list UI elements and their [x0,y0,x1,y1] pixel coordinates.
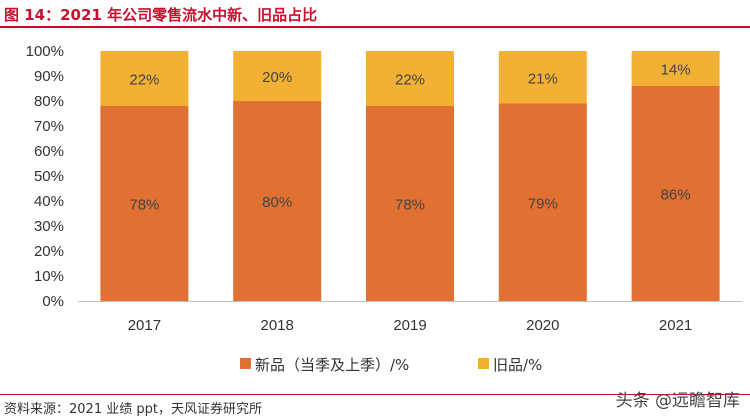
footer-divider [0,394,750,395]
bar-label-old: 21% [528,70,558,87]
y-tick-label: 90% [34,68,64,85]
y-tick-label: 50% [34,168,64,185]
y-tick-label: 60% [34,143,64,160]
y-tick-label: 70% [34,118,64,135]
bar-old [498,51,587,104]
bar-old [631,51,720,86]
y-tick-label: 20% [34,243,64,260]
y-tick-label: 10% [34,268,64,285]
bar-label-new: 86% [661,187,691,204]
y-tick-label: 80% [34,93,64,110]
bar-new [366,106,454,301]
x-tick-label: 2020 [526,317,559,334]
chart-legend: 新品（当季及上季）/% 旧品/% [0,354,750,374]
bar-label-old: 20% [262,69,292,86]
legend-label-old: 旧品/% [493,356,543,374]
y-tick-label: 30% [34,218,64,235]
y-tick-label: 0% [42,293,64,310]
stacked-bar-chart: 0% 10% 20% 30% 40% 50% 60% 70% 80% 90% 100% 78% 22% 2… [26,43,742,334]
bar-new [631,86,720,301]
y-tick-label: 100% [26,43,64,60]
bar-label-old: 22% [395,72,425,89]
legend-swatch-old [478,358,489,369]
watermark: 头条 @远瞻智库 [615,391,740,411]
bar-label-new: 78% [395,197,425,214]
legend-swatch-new [240,358,251,369]
bar-label-new: 78% [129,197,159,214]
bar-old [366,51,454,106]
bar-label-new: 80% [262,194,292,211]
figure-title: 图 14：2021 年公司零售流水中新、旧品占比 [4,6,318,24]
bar-label-old: 22% [129,72,159,89]
y-tick-label: 40% [34,193,64,210]
x-tick-label: 2021 [659,317,692,334]
bar-new [233,101,322,301]
x-tick-label: 2019 [393,317,426,334]
legend-label-new: 新品（当季及上季）/% [255,356,410,374]
figure-title-bar: 图 14：2021 年公司零售流水中新、旧品占比 [0,0,750,28]
source-note: 资料来源：2021 业绩 ppt，天风证券研究所 [4,402,262,417]
bar-old [100,51,189,106]
bar-label-new: 79% [528,195,558,212]
bar-label-old: 14% [661,62,691,79]
bar-new [498,103,587,301]
x-tick-label: 2017 [128,317,161,334]
x-tick-label: 2018 [261,317,294,334]
bar-old [233,51,322,101]
bar-new [100,106,189,301]
